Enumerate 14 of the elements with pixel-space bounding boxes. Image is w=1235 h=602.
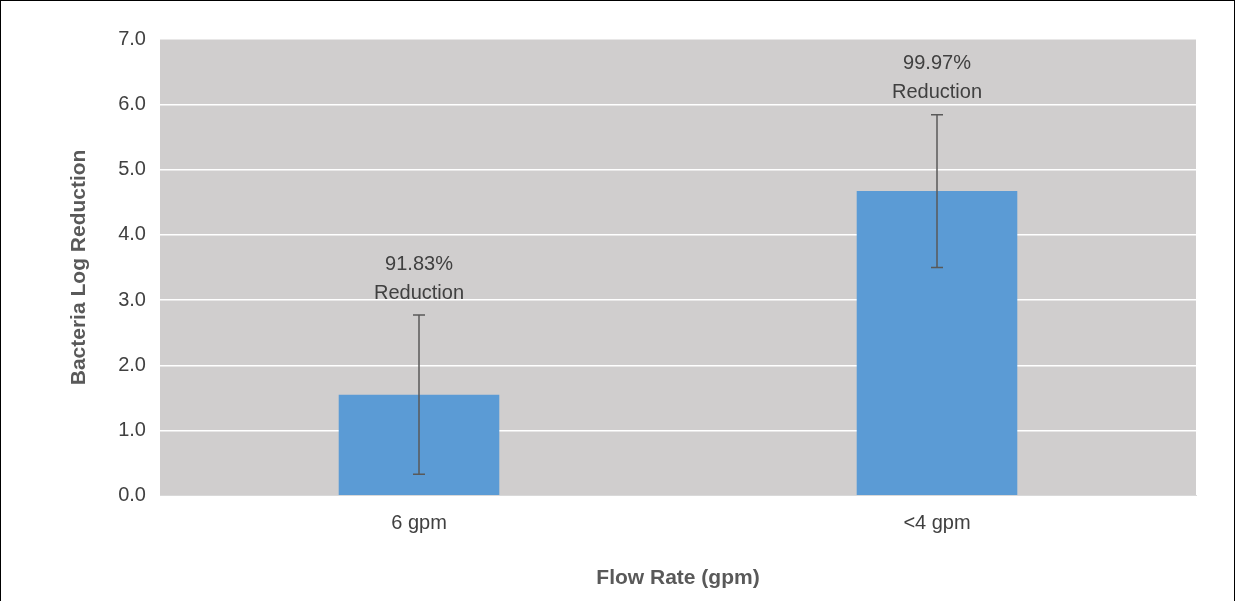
x-tick-label: <4 gpm <box>903 511 971 534</box>
y-axis-title: Bacteria Log Reduction <box>66 149 90 386</box>
annotation: 99.97% Reduction <box>891 51 983 103</box>
y-tick-label: 5.0 <box>118 157 146 180</box>
y-tick-label: 7.0 <box>118 26 146 49</box>
y-tick-label: 4.0 <box>118 222 146 245</box>
y-tick-label: 2.0 <box>118 352 146 375</box>
y-tick-label: 6.0 <box>118 91 146 114</box>
x-axis-title: Flow Rate (gpm) <box>596 565 760 589</box>
y-tick-label: 3.0 <box>118 287 146 310</box>
y-tick-label: 1.0 <box>118 418 146 441</box>
annotation: 91.83% Reduction <box>373 251 465 303</box>
y-tick-label: 0.0 <box>118 483 146 506</box>
x-tick-label: 6 gpm <box>391 511 447 534</box>
